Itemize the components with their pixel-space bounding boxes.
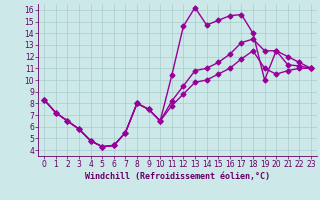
X-axis label: Windchill (Refroidissement éolien,°C): Windchill (Refroidissement éolien,°C) (85, 172, 270, 181)
